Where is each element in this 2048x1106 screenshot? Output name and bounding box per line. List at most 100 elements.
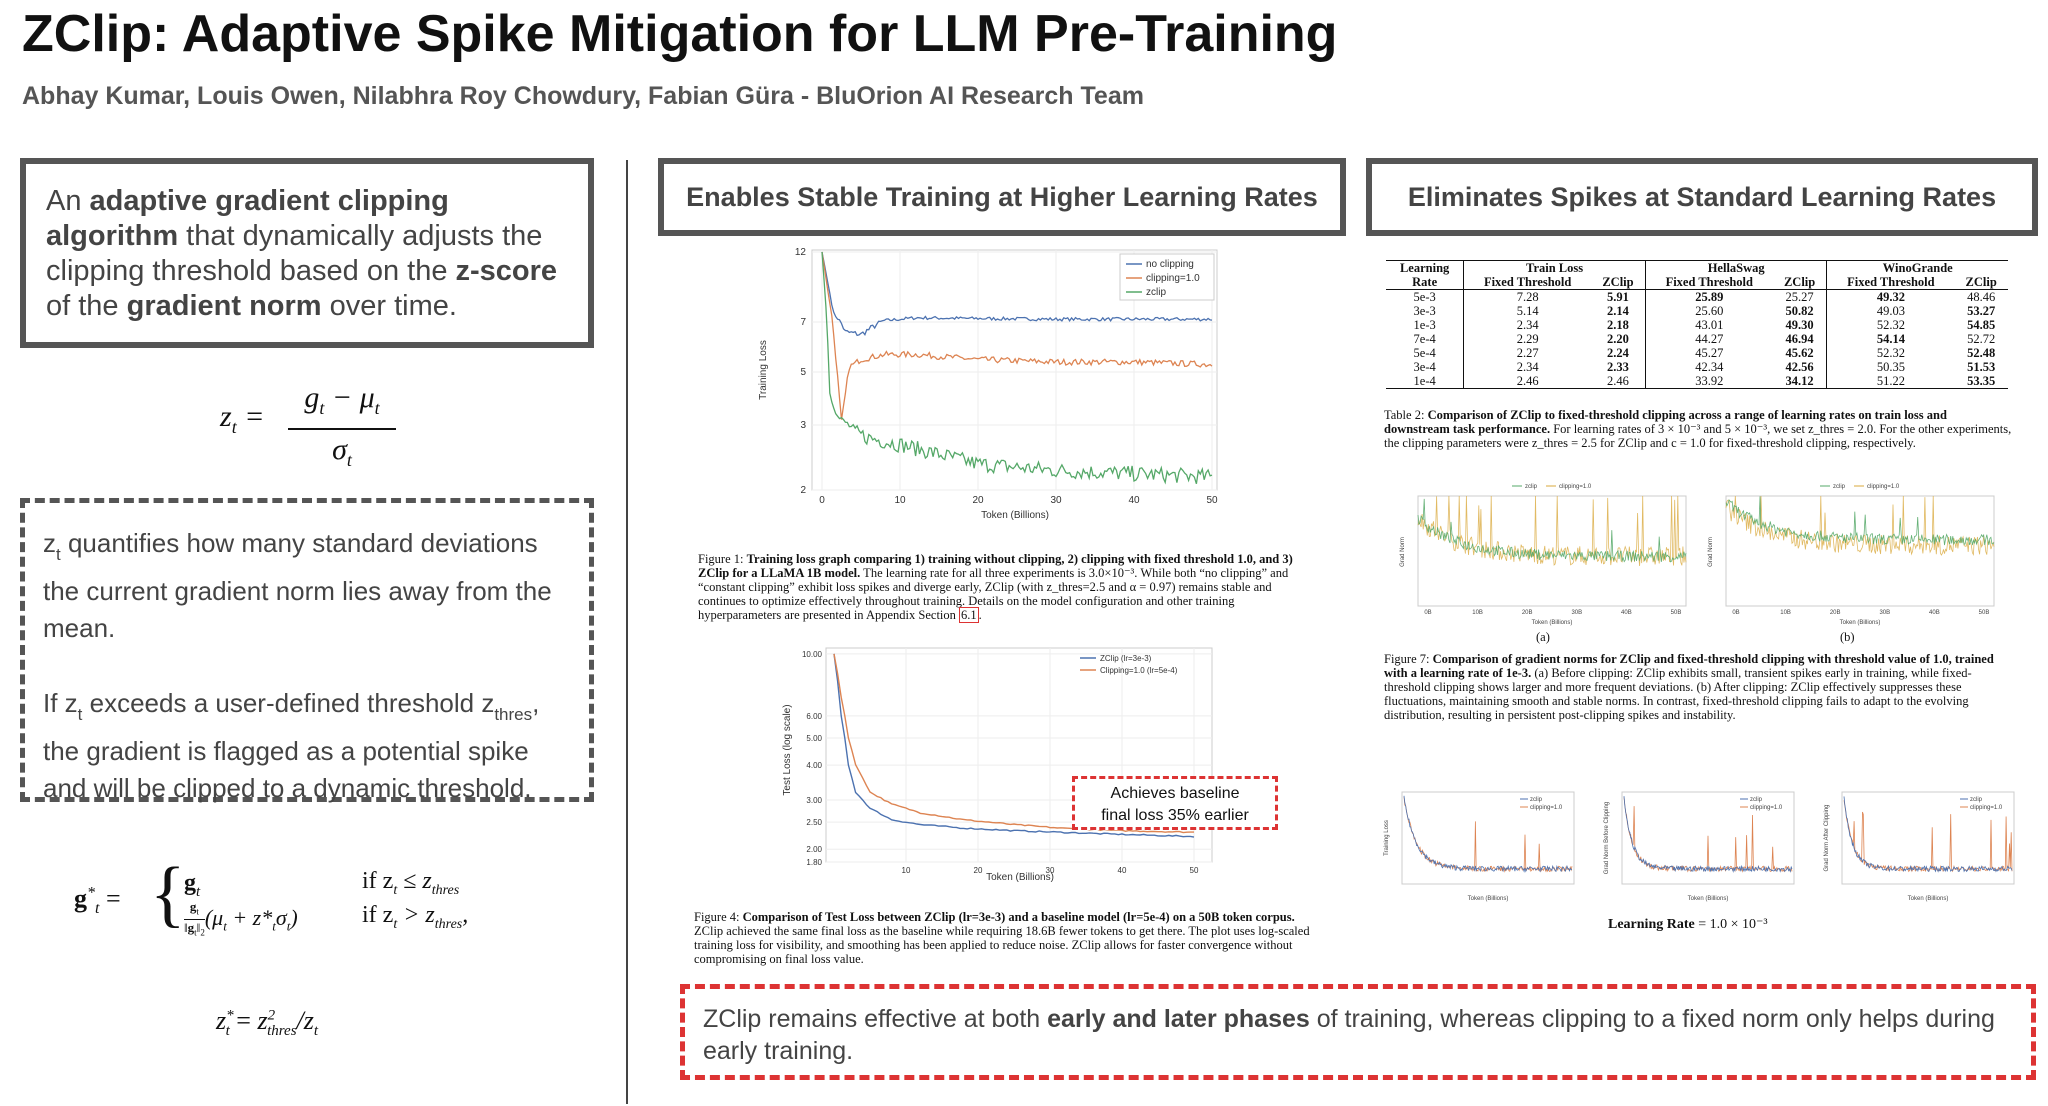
fig7a-legend-zclip: zclip: [1525, 484, 1538, 490]
fig1-legend-clipping: clipping=1.0: [1146, 273, 1200, 284]
fig1-xtick: 0: [819, 495, 825, 506]
fig1-xtick: 50: [1206, 495, 1218, 506]
table-cell: 54.85: [1967, 318, 1996, 332]
table-cell: 7e-4: [1386, 332, 1465, 346]
fig1-ytick: 3: [800, 420, 806, 431]
table-cell: 45.62: [1772, 346, 1828, 360]
fig7b-legend-zclip: zclip: [1833, 484, 1846, 490]
table-cell: 42.34: [1695, 360, 1724, 374]
small3-ylabel: Grad Norm After Clipping: [1824, 804, 1830, 871]
table-cell: 49.03: [1876, 304, 1905, 318]
table-cell: 5.91: [1591, 289, 1646, 304]
fig4-ytick: 1.80: [806, 858, 822, 867]
table-cell: 2.27: [1516, 346, 1539, 360]
fig1-series-2: [821, 251, 1213, 485]
th-sub: Fixed Threshold: [1483, 275, 1572, 289]
small1-legend-zclip: zclip: [1530, 797, 1543, 803]
table-cell: 2.14: [1591, 304, 1646, 318]
table-cell: 25.60: [1695, 304, 1724, 318]
table-cell: 48.46: [1967, 290, 1996, 304]
table-cell: 52.32: [1876, 318, 1905, 332]
fig4-xtick: 40: [1118, 866, 1127, 875]
th-winogrande: WinoGrande: [1882, 261, 1953, 275]
table2-caption: Table 2: Comparison of ZClip to fixed-th…: [1384, 408, 2012, 450]
fig1-xtick: 30: [1050, 495, 1062, 506]
small3-legend: zclip clipping=1.0: [1960, 797, 2003, 811]
table-cell: 2.34: [1516, 360, 1539, 374]
small-chart-training-loss: zclip clipping=1.0 Token (Billions) Trai…: [1384, 791, 1575, 902]
zscore-explanation-box: zt quantifies how many standard deviatio…: [20, 498, 594, 803]
figure7a-grad-norm-before-chart: zclip clipping=1.0 0B 10B 20B 30B 40B 50B Tok…: [1400, 484, 1687, 626]
small2-legend-clipping: clipping=1.0: [1750, 805, 1783, 811]
fig1-appendix-ref[interactable]: 6.1: [959, 607, 979, 623]
small-chart-grad-norm-after: zclip clipping=1.0 Token (Billions) Grad…: [1824, 791, 2015, 902]
small2-xlabel: Token (Billions): [1688, 896, 1729, 902]
fig1-legend-no-clipping: no clipping: [1146, 259, 1194, 270]
poster-title: ZClip: Adaptive Spike Mitigation for LLM…: [22, 5, 1338, 63]
table-cell: 52.32: [1876, 346, 1905, 360]
fig7-xtick: 50B: [1979, 610, 1990, 616]
middle-heading: Enables Stable Training at Higher Learni…: [658, 158, 1346, 236]
fig4-legend-zclip: ZClip (lr=3e-3): [1100, 654, 1152, 663]
fig7-xtick: 30B: [1879, 610, 1890, 616]
table-row: 5e-3 7.28 5.91 25.89 25.27 49.32 48.46: [1386, 289, 2008, 304]
intro-bold-1: adaptive gradient clipping algorithm: [46, 185, 449, 252]
fig4-ytick: 6.00: [806, 712, 822, 721]
table-cell: 7.28: [1516, 290, 1539, 304]
fig1-ytick: 7: [800, 317, 806, 328]
small3-legend-clipping: clipping=1.0: [1970, 805, 2003, 811]
table-row: 3e-4 2.34 2.33 42.34 42.56 50.35 51.53: [1386, 360, 2008, 374]
fig7a-label: (a): [1536, 630, 1550, 644]
fig1-legend: no clipping clipping=1.0 zclip: [1119, 253, 1215, 301]
table-cell: 46.94: [1772, 332, 1828, 346]
zscore-definition: zt quantifies how many standard deviatio…: [43, 528, 552, 643]
table-cell: 33.92: [1695, 374, 1724, 388]
fig7-xtick: 0B: [1732, 610, 1739, 616]
table-row: 1e-4 2.46 2.46 33.92 34.12 51.22 53.35: [1386, 374, 2008, 389]
fig7a-legend: zclip clipping=1.0: [1512, 484, 1592, 490]
small-series-0: [1843, 796, 2013, 873]
table-cell: 2.20: [1591, 332, 1646, 346]
table-cell: 42.56: [1772, 360, 1828, 374]
fig7b-legend: zclip clipping=1.0: [1820, 484, 1900, 490]
intro-text-4: over time.: [321, 290, 457, 322]
table-cell: 51.53: [1967, 360, 1996, 374]
fig7-series-1: [1725, 495, 1995, 556]
fig4-series-1: [833, 653, 1194, 834]
table-cell: 45.27: [1695, 346, 1724, 360]
table-cell: 5e-3: [1386, 289, 1465, 304]
small2-legend: zclip clipping=1.0: [1740, 797, 1783, 811]
case1-condition: if z: [362, 868, 394, 894]
intro-text-2: that dynamically adjusts the clipping th…: [46, 220, 543, 287]
table-cell: 1e-3: [1386, 318, 1465, 332]
clipping-equation: g*t = { gt gt ‖gt‖2(μt + z*tσt) if zt ≤ z…: [74, 853, 469, 938]
fig1-series-1: [821, 251, 1213, 420]
fig1-xtick: 20: [972, 495, 984, 506]
fig7-xtick: 20B: [1522, 610, 1533, 616]
small2-legend-zclip: zclip: [1750, 797, 1763, 803]
fig7-xtick: 10B: [1780, 610, 1791, 616]
figure7b-grad-norm-after-chart: zclip clipping=1.0 0B 10B 20B 30B 40B 50B Tok…: [1708, 484, 1995, 626]
figure4-caption: Figure 4: Comparison of Test Loss betwee…: [694, 910, 1310, 966]
th-train-loss: Train Loss: [1463, 260, 1646, 275]
fig4-ytick: 2.00: [806, 845, 822, 854]
intro-bold-2: z-score: [455, 255, 558, 287]
table-cell: 2.29: [1516, 332, 1539, 346]
fig4-ytick: 10.00: [802, 650, 823, 659]
fig4-ytick: 5.00: [806, 734, 822, 743]
table-cell: 49.30: [1772, 318, 1828, 332]
table-cell: 52.48: [1967, 346, 1996, 360]
fig7b-legend-clipping: clipping=1.0: [1867, 484, 1900, 490]
fig4-legend: ZClip (lr=3e-3) Clipping=1.0 (lr=5e-4): [1080, 654, 1178, 675]
table-cell: 2.24: [1591, 346, 1646, 360]
small1-ylabel: Training Loss: [1384, 820, 1390, 856]
fig7-xtick: 0B: [1424, 610, 1431, 616]
th-sub: Fixed Threshold: [1665, 275, 1753, 289]
fig4-series-0: [833, 653, 1195, 838]
table-cell: 2.33: [1591, 360, 1646, 374]
intro-text-3: of the: [46, 290, 127, 322]
table-cell: 25.27: [1772, 289, 1828, 304]
fig1-xtick: 40: [1128, 495, 1140, 506]
small1-legend: zclip clipping=1.0: [1520, 797, 1563, 811]
table-cell: 52.72: [1967, 332, 1996, 346]
